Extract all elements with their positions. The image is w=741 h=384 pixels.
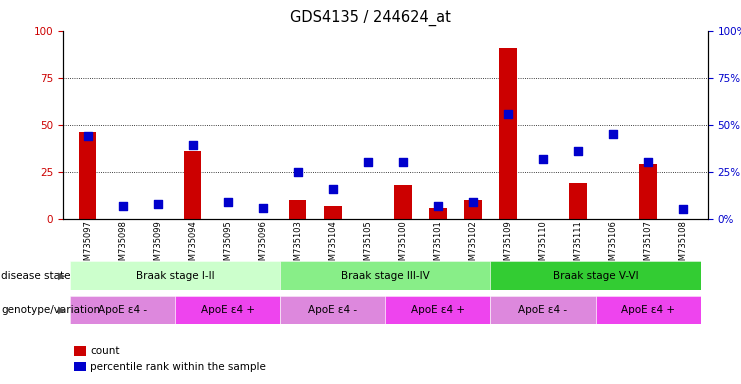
Text: Braak stage V-VI: Braak stage V-VI [553, 270, 638, 281]
Bar [464, 200, 482, 219]
Bar [324, 206, 342, 219]
Point [537, 156, 549, 162]
Bar [569, 183, 587, 219]
Bar [429, 208, 447, 219]
Text: percentile rank within the sample: percentile rank within the sample [90, 362, 266, 372]
Text: ApoE ε4 +: ApoE ε4 + [201, 305, 255, 315]
Text: ▶: ▶ [58, 305, 65, 315]
Text: genotype/variation: genotype/variation [1, 305, 101, 315]
Point [677, 207, 689, 213]
Bar [499, 48, 516, 219]
Text: GDS4135 / 244624_at: GDS4135 / 244624_at [290, 10, 451, 26]
Text: ApoE ε4 -: ApoE ε4 - [308, 305, 357, 315]
Point [397, 159, 409, 166]
Text: Braak stage III-IV: Braak stage III-IV [341, 270, 430, 281]
Text: ApoE ε4 -: ApoE ε4 - [519, 305, 568, 315]
Point [152, 201, 164, 207]
Point [607, 131, 619, 137]
Point [362, 159, 373, 166]
Point [82, 133, 93, 139]
Text: disease state: disease state [1, 270, 71, 281]
Text: count: count [90, 346, 120, 356]
Bar [394, 185, 411, 219]
Point [572, 148, 584, 154]
Point [116, 203, 128, 209]
Bar [639, 164, 657, 219]
Text: ApoE ε4 +: ApoE ε4 + [621, 305, 675, 315]
Bar [79, 132, 96, 219]
Point [292, 169, 304, 175]
Text: Braak stage I-II: Braak stage I-II [136, 270, 214, 281]
Point [642, 159, 654, 166]
Text: ▶: ▶ [58, 270, 65, 281]
Point [327, 186, 339, 192]
Bar [289, 200, 307, 219]
Text: ApoE ε4 +: ApoE ε4 + [411, 305, 465, 315]
Point [432, 203, 444, 209]
Point [187, 142, 199, 149]
Text: ApoE ε4 -: ApoE ε4 - [98, 305, 147, 315]
Point [467, 199, 479, 205]
Point [222, 199, 233, 205]
Point [257, 205, 269, 211]
Point [502, 111, 514, 117]
Bar [184, 151, 202, 219]
